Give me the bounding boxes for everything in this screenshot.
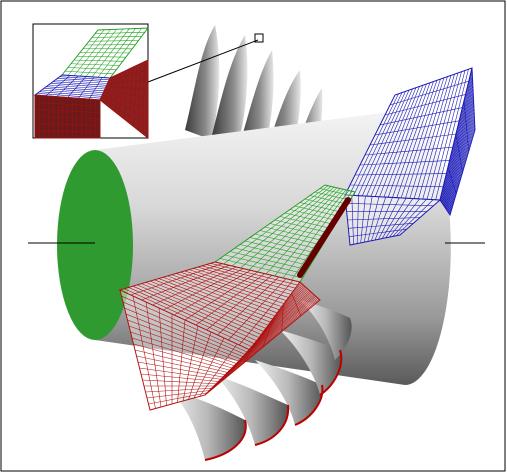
inlet-face (57, 150, 133, 340)
render-view (0, 0, 507, 473)
